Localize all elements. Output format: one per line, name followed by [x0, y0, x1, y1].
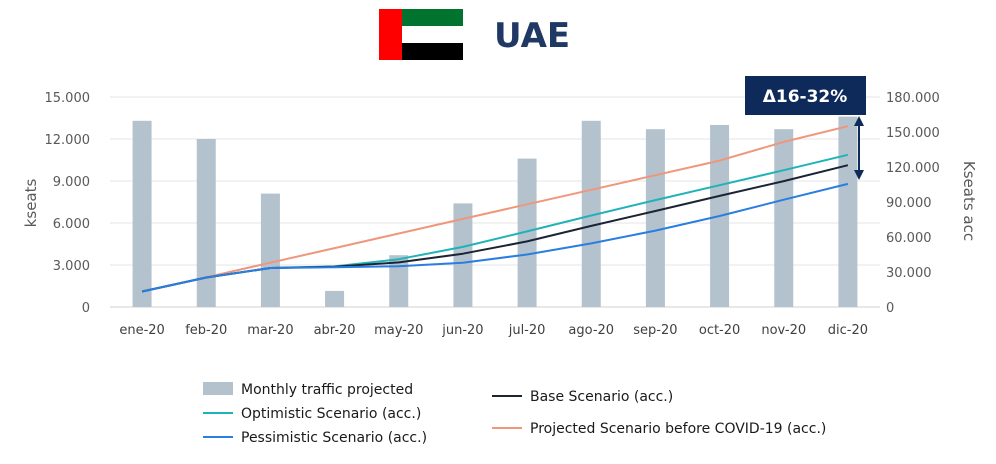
x-tick-label: jun-20: [441, 323, 483, 338]
left-axis-ticks: 0 3.000 6.000 9.000 12.000 15.000: [45, 91, 91, 316]
right-axis-ticks: 0 30.000 60.000 90.000 120.000 150.000 180.000: [886, 91, 940, 316]
series-line: [141, 164, 849, 293]
x-tick-label: may-20: [374, 323, 423, 338]
delta-callout: Δ16-32%: [745, 76, 866, 115]
bar: [581, 120, 601, 307]
bar: [774, 129, 794, 307]
x-tick-label: feb-20: [185, 323, 227, 338]
y-left-tick-label: 6.000: [53, 217, 90, 232]
y-left-tick-label: 15.000: [45, 91, 91, 106]
y-left-tick-label: 9.000: [53, 175, 90, 190]
delta-callout-label: Δ16-32%: [763, 87, 848, 107]
double-arrow-icon: [854, 116, 864, 180]
legend-swatch-bars: [203, 382, 233, 395]
bar-series: [132, 116, 858, 307]
y-left-label: kseats: [22, 179, 40, 228]
x-tick-label: nov-20: [761, 323, 806, 338]
series-line: [141, 182, 849, 293]
uae-flag-icon: [379, 9, 463, 60]
y-right-tick-label: 30.000: [886, 266, 932, 281]
y-right-label: Kseats acc: [960, 161, 978, 241]
bar: [260, 193, 280, 307]
legend: Monthly traffic projected Optimistic Sce…: [203, 382, 826, 446]
bar: [517, 158, 537, 307]
x-tick-label: oct-20: [699, 323, 740, 338]
y-right-tick-label: 60.000: [886, 231, 932, 246]
y-right-tick-label: 120.000: [886, 161, 940, 176]
bar: [132, 120, 152, 307]
x-tick-label: abr-20: [314, 323, 356, 338]
x-tick-label: ene-20: [119, 323, 164, 338]
x-tick-label: dic-20: [828, 323, 868, 338]
series-line: [141, 125, 849, 293]
page-title: UAE: [494, 16, 570, 56]
y-right-tick-label: 150.000: [886, 126, 940, 141]
x-tick-label: sep-20: [633, 323, 677, 338]
y-right-tick-label: 0: [886, 301, 894, 316]
line-series: [141, 125, 849, 293]
bar: [196, 139, 216, 307]
grid-lines: [110, 96, 880, 308]
legend-item-optimistic: Optimistic Scenario (acc.): [241, 406, 421, 422]
y-right-tick-label: 90.000: [886, 196, 932, 211]
bar: [645, 129, 665, 307]
bar: [325, 290, 345, 307]
bar: [838, 116, 858, 307]
legend-item-pessimistic: Pessimistic Scenario (acc.): [241, 430, 427, 446]
legend-item-base: Base Scenario (acc.): [530, 389, 673, 405]
x-tick-label: jul-20: [508, 323, 546, 338]
y-left-tick-label: 12.000: [45, 133, 91, 148]
y-left-tick-label: 0: [82, 301, 90, 316]
y-right-tick-label: 180.000: [886, 91, 940, 106]
bar: [389, 255, 409, 307]
legend-item-precovid: Projected Scenario before COVID-19 (acc.…: [530, 421, 826, 437]
legend-item-monthly: Monthly traffic projected: [241, 382, 413, 398]
y-left-tick-label: 3.000: [53, 259, 90, 274]
x-tick-label: ago-20: [568, 323, 614, 338]
x-axis-labels: ene-20 feb-20 mar-20 abr-20 may-20 jun-20 jul-…: [119, 323, 868, 338]
x-tick-label: mar-20: [247, 323, 293, 338]
bar: [453, 203, 473, 307]
